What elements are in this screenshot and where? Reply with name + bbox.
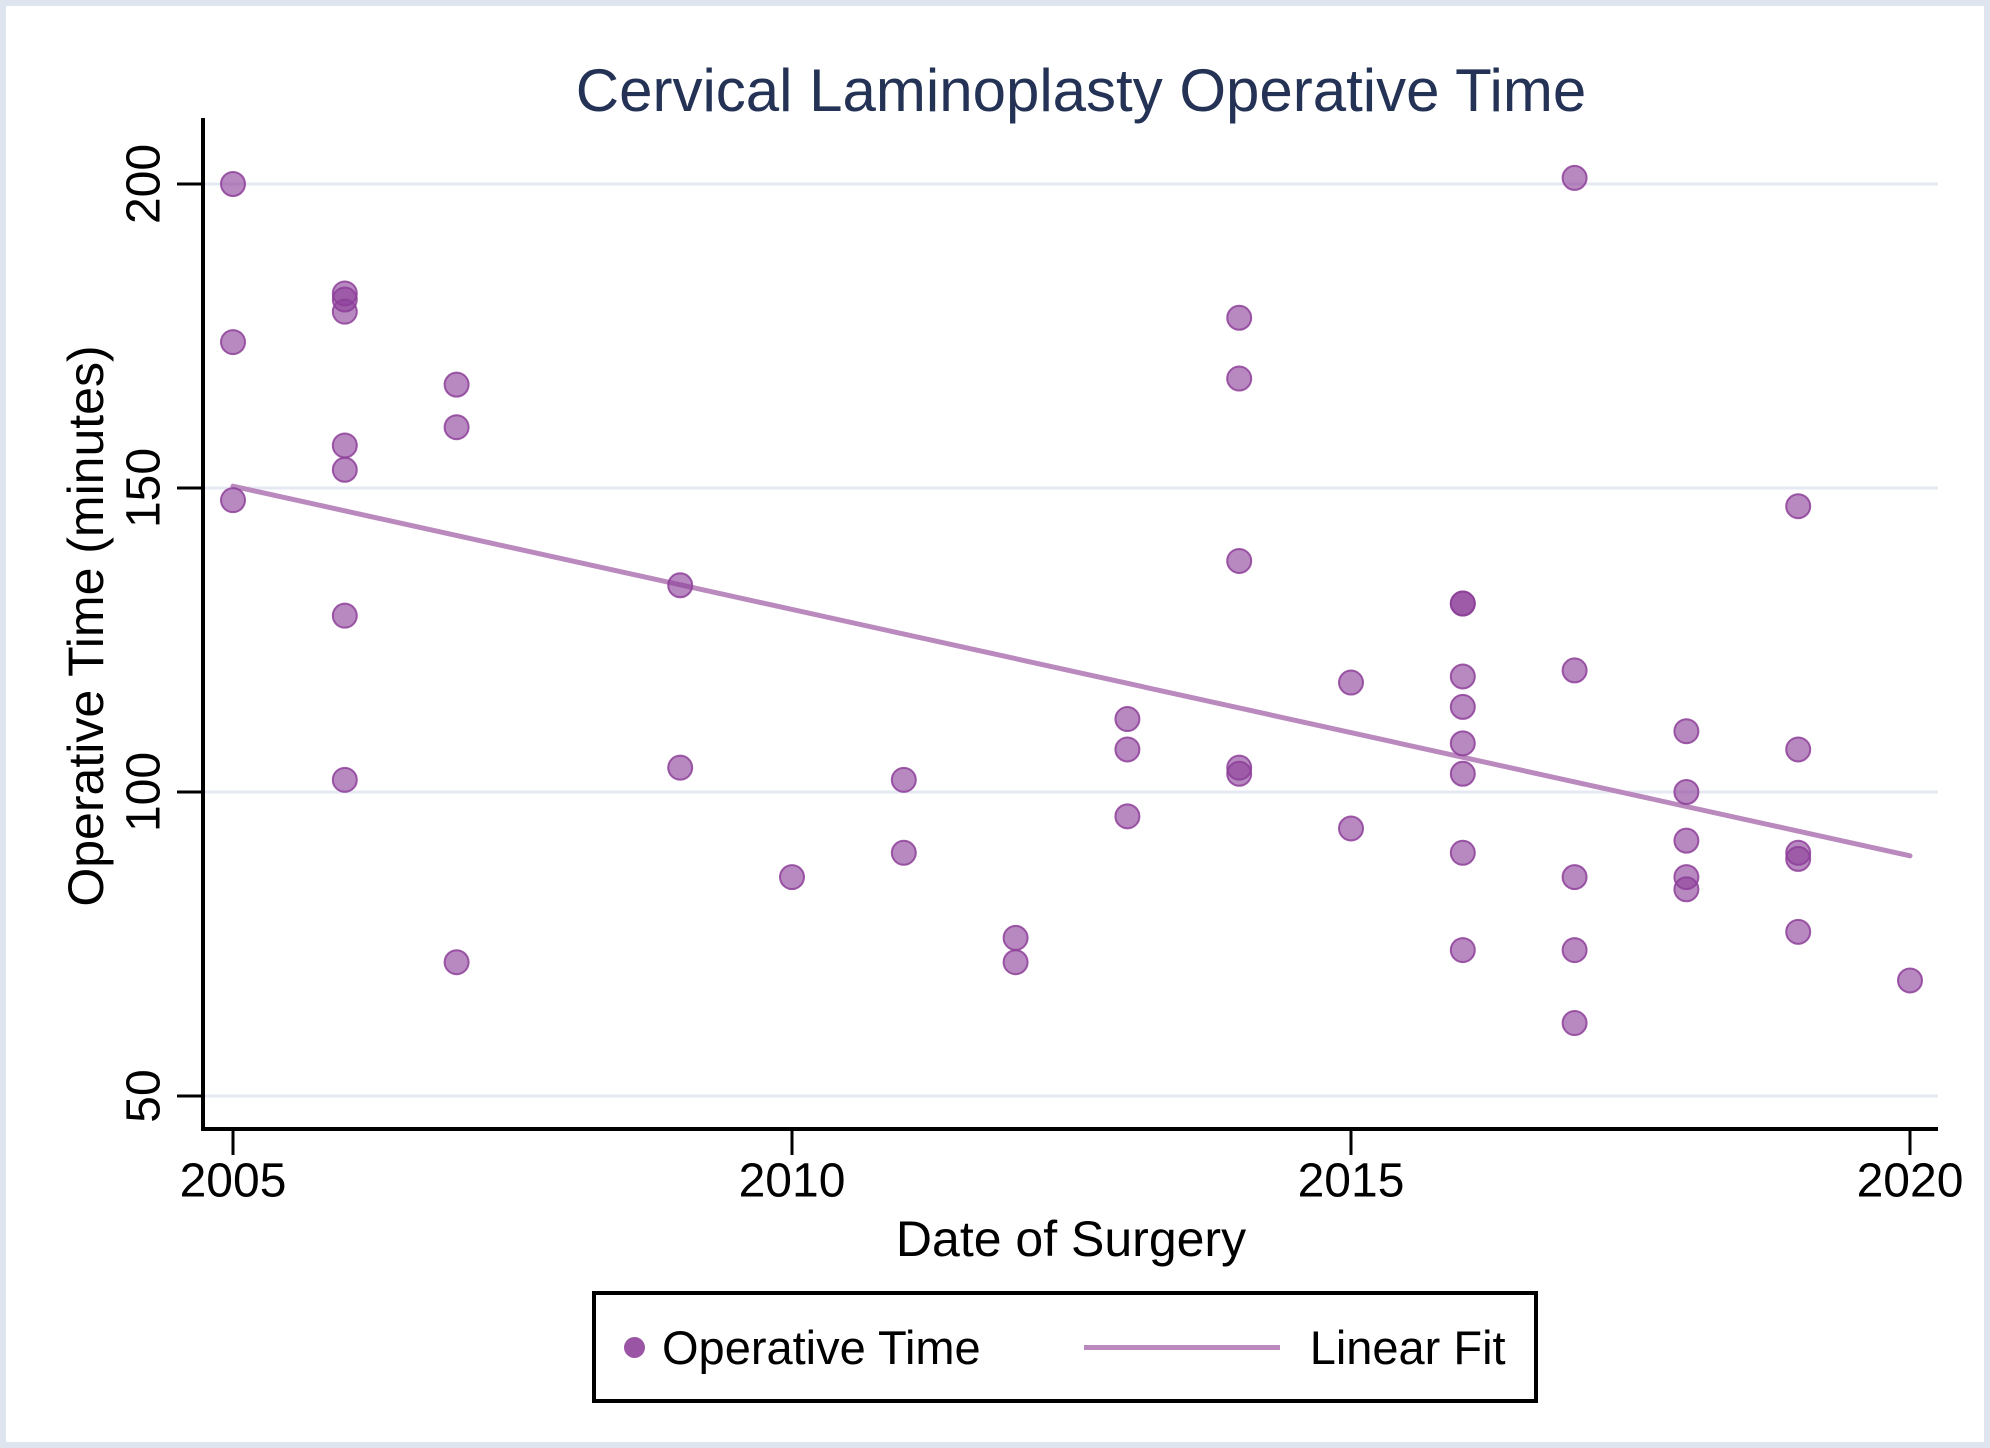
data-point: [1226, 760, 1253, 787]
data-point: [220, 487, 246, 514]
data-point: [220, 171, 246, 197]
data-point: [1449, 590, 1476, 617]
linear-fit-line: [230, 483, 1913, 859]
x-tick-label-2020: 2020: [1856, 1154, 1964, 1208]
data-point: [331, 432, 358, 459]
y-tick-label-200: 200: [117, 143, 171, 225]
y-tick-label-100: 100: [117, 751, 171, 833]
y-tick-label-50: 50: [117, 1069, 171, 1123]
legend-dot-marker-icon: [624, 1336, 645, 1358]
data-point: [1449, 693, 1476, 720]
data-point: [1114, 803, 1141, 830]
data-point: [1449, 730, 1476, 757]
data-point: [331, 298, 358, 325]
x-tick-label-2005: 2005: [179, 1154, 287, 1208]
data-point: [1114, 706, 1141, 733]
data-point: [1673, 876, 1700, 903]
data-point: [1002, 924, 1029, 951]
data-point: [1449, 760, 1476, 787]
data-point: [1561, 164, 1588, 191]
scatter-plot-svg: [177, 118, 1938, 1155]
x-tick-label-2015: 2015: [1297, 1154, 1405, 1208]
y-tick-label-150: 150: [117, 447, 171, 529]
data-point: [1897, 967, 1923, 994]
data-point: [779, 864, 805, 891]
legend: Operative Time Linear Fit: [592, 1291, 1538, 1403]
data-point: [1226, 304, 1253, 331]
data-point: [1673, 779, 1700, 805]
data-point: [890, 839, 917, 866]
data-point: [1226, 365, 1253, 392]
data-point: [1338, 669, 1364, 696]
x-tick-label-2010: 2010: [738, 1154, 846, 1208]
data-point: [1002, 949, 1029, 976]
legend-label-operative-time: Operative Time: [662, 1320, 981, 1374]
data-point: [1449, 663, 1476, 690]
data-point: [1449, 937, 1476, 964]
legend-label-linear-fit: Linear Fit: [1309, 1320, 1506, 1374]
data-point: [1114, 736, 1141, 763]
data-point: [890, 766, 917, 793]
data-point: [1561, 657, 1588, 684]
data-point: [1449, 839, 1476, 866]
data-point: [1785, 736, 1812, 763]
data-point: [443, 414, 470, 441]
legend-line-marker-icon: [1083, 1344, 1280, 1350]
data-point: [1785, 493, 1812, 520]
data-point: [220, 329, 246, 356]
data-point: [1226, 547, 1253, 574]
x-axis-title: Date of Surgery: [895, 1211, 1247, 1267]
data-point: [443, 949, 470, 976]
data-point: [1338, 815, 1364, 842]
data-point: [1785, 845, 1812, 872]
data-point: [331, 456, 358, 483]
data-point: [1561, 937, 1588, 964]
data-point: [667, 754, 694, 781]
data-point: [667, 572, 694, 599]
data-point: [1785, 918, 1812, 945]
data-point: [443, 371, 470, 398]
data-point: [331, 602, 358, 629]
y-axis-title: Operative Time (minutes): [58, 345, 114, 907]
data-point: [1561, 1010, 1588, 1037]
data-point: [1673, 718, 1700, 745]
data-point: [331, 766, 358, 793]
data-point: [1673, 827, 1700, 854]
data-point: [1561, 864, 1588, 891]
chart-title: Cervical Laminoplasty Operative Time: [575, 57, 1587, 124]
